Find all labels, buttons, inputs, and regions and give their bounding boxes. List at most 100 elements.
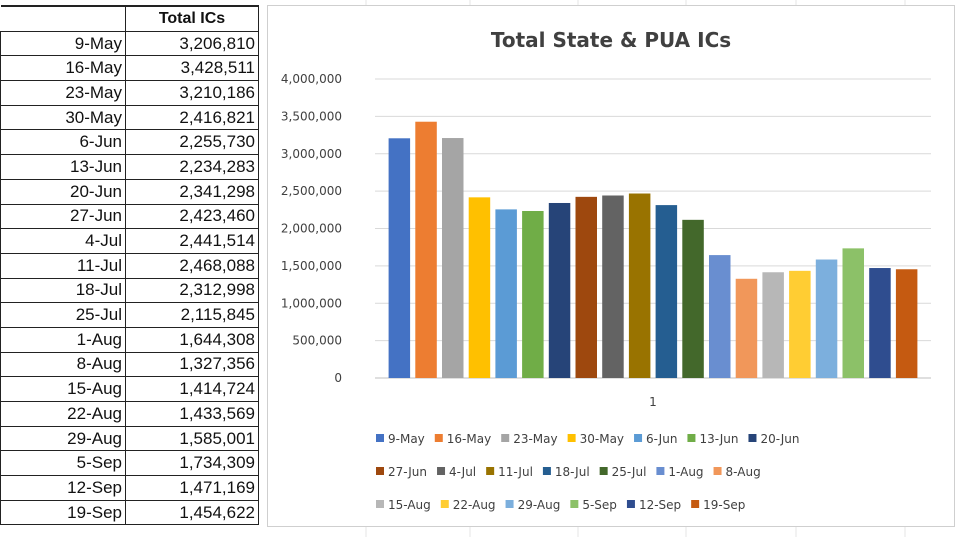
data-table: Total ICs 9-May 3,206,810 16-May 3,428,511 2… [0,4,259,526]
legend-swatch-6-Jun [634,434,643,442]
table-cell-date[interactable]: 6-Jun [0,129,126,156]
y-tick-label: 0 [334,371,342,385]
legend-swatch-23-May [501,434,510,442]
table-cell-date[interactable]: 13-Jun [0,154,126,180]
table-cell-date[interactable]: 12-Sep [0,475,126,501]
legend-swatch-8-Aug [713,467,722,475]
y-tick-label: 2,000,000 [281,222,342,236]
table-cell-total[interactable]: 2,115,845 [125,302,259,328]
table-cell-total[interactable]: 2,416,821 [125,104,259,131]
legend-swatch-30-May [567,434,576,442]
table-cell-date[interactable]: 20-Jun [0,178,126,205]
table-row: 11-Jul 2,468,088 [0,252,259,279]
table-cell-date[interactable]: 30-May [0,104,126,131]
bar-chart: 0 500,000 1,000,000 1,500,000 2,000,000 2,500… [281,72,931,512]
bar-13-Jun [522,210,544,378]
table-row: 15-Aug 1,414,724 [0,376,259,402]
legend-swatch-11-Jul [486,467,495,475]
legend-swatch-4-Jul [437,467,446,475]
table-cell-date[interactable]: 23-May [0,80,126,106]
table-cell-total[interactable]: 1,433,569 [125,401,259,427]
table-cell-date[interactable]: 1-Aug [0,326,126,353]
table-cell-total[interactable]: 2,255,730 [125,129,259,156]
bar-15-Aug [762,272,784,378]
table-row: 20-Jun 2,341,298 [0,178,259,205]
table-cell-total[interactable]: 2,234,283 [125,154,259,180]
bar-6-Jun [495,209,517,378]
bar-16-May [415,121,437,378]
table-row: 27-Jun 2,423,460 [0,203,259,230]
chart-title: Total State & PUA ICs [490,28,732,52]
table-cell-date[interactable]: 29-Aug [0,425,126,452]
table-cell-date[interactable]: 22-Aug [0,401,126,427]
table-cell-total[interactable]: 2,341,298 [125,178,259,205]
bar-11-Jul [628,193,651,378]
table-row: 4-Jul 2,441,514 [0,228,259,254]
table-cell-total[interactable]: 1,414,724 [125,376,259,402]
table-cell-total[interactable]: 1,327,356 [125,351,259,378]
legend-label-1-Aug: 1-Aug [668,465,703,479]
table-cell-date[interactable]: 11-Jul [0,252,126,279]
legend-swatch-22-Aug [440,500,449,508]
bar-27-Jun [575,196,597,378]
table-cell-total[interactable]: 1,454,622 [125,499,259,526]
table-cell-date[interactable]: 8-Aug [0,351,126,378]
table-row: 16-May 3,428,511 [0,55,259,82]
table-cell-total[interactable]: 2,312,998 [125,277,259,304]
table-cell-total[interactable]: 2,468,088 [125,252,259,279]
legend-label-25-Jul: 25-Jul [612,465,647,479]
legend-swatch-16-May [434,434,443,442]
legend-swatch-12-Sep [626,500,635,508]
legend-swatch-27-Jun [376,467,384,475]
legend-label-22-Aug: 22-Aug [453,498,496,512]
table-cell-date[interactable]: 18-Jul [0,277,126,304]
table-cell-date[interactable]: 16-May [0,55,126,82]
table-cell-date[interactable]: 25-Jul [0,302,126,328]
legend-label-8-Aug: 8-Aug [726,465,761,479]
legend-label-20-Jun: 20-Jun [760,432,799,446]
bar-12-Sep [869,268,891,378]
bar-18-Jul [655,205,678,378]
table-cell-date[interactable]: 9-May [0,30,126,57]
bar-4-Jul [602,195,624,378]
x-category-label: 1 [649,395,657,409]
legend-label-5-Sep: 5-Sep [582,498,617,512]
table-row: 6-Jun 2,255,730 [0,129,259,156]
legend-swatch-5-Sep [570,500,579,508]
table-cell-total[interactable]: 3,206,810 [125,30,259,57]
table-cell-total[interactable]: 2,423,460 [125,203,259,230]
legend-label-23-May: 23-May [513,432,557,446]
legend-swatch-19-Sep [691,500,700,508]
bar-25-Jul [682,219,704,378]
table-cell-total[interactable]: 1,471,169 [125,475,259,501]
table-cell-date[interactable]: 19-Sep [0,499,126,526]
table-cell-total[interactable]: 1,644,308 [125,326,259,353]
table-cell-date[interactable]: 4-Jul [0,228,126,254]
table-cell-date[interactable]: 5-Sep [0,450,126,477]
y-tick-label: 3,000,000 [281,147,342,161]
legend-label-16-May: 16-May [447,432,491,446]
table-cell-total[interactable]: 2,441,514 [125,228,259,254]
table-row: 23-May 3,210,186 [0,80,259,106]
table-cell-total[interactable]: 3,428,511 [125,55,259,82]
chart-container[interactable]: Total State & PUA ICs 0 500,000 1,000,000 1… [267,5,955,527]
legend-swatch-25-Jul [599,467,608,475]
table-cell-date[interactable]: 15-Aug [0,376,126,402]
table-cell-date[interactable]: 27-Jun [0,203,126,230]
y-tick-label: 3,500,000 [281,109,342,123]
table-cell-total[interactable]: 1,585,001 [125,425,259,452]
legend-label-29-Aug: 29-Aug [518,498,561,512]
table-body: 9-May 3,206,810 16-May 3,428,511 23-May 3,210… [0,30,259,526]
table-row: 30-May 2,416,821 [0,104,259,131]
bar-8-Aug [735,278,758,378]
legend-label-30-May: 30-May [580,432,624,446]
bar-1-Aug [709,255,731,378]
table-row: 1-Aug 1,644,308 [0,326,259,353]
legend-swatch-15-Aug [376,500,384,508]
bar-29-Aug [815,259,838,378]
legend-swatch-9-May [376,434,384,442]
legend-label-19-Sep: 19-Sep [703,498,745,512]
table-cell-total[interactable]: 1,734,309 [125,450,259,477]
legend-label-6-Jun: 6-Jun [646,432,677,446]
table-cell-total[interactable]: 3,210,186 [125,80,259,106]
